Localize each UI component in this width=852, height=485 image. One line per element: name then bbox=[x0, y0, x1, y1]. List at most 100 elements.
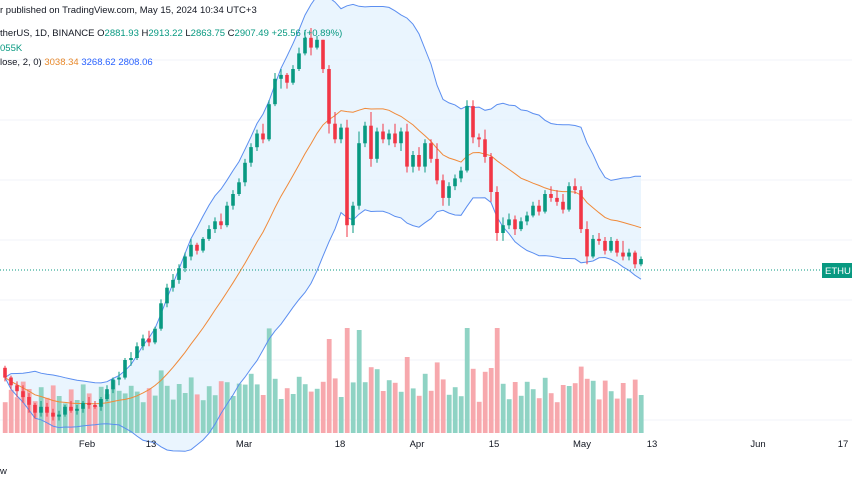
candle-body bbox=[423, 143, 427, 167]
candle-body bbox=[501, 225, 505, 233]
volume-bar bbox=[128, 385, 134, 433]
candle-body bbox=[129, 358, 133, 360]
volume-bar bbox=[362, 382, 368, 433]
volume-bar bbox=[626, 398, 632, 433]
bollinger-lower-band bbox=[4, 197, 642, 452]
volume-bar bbox=[326, 339, 332, 433]
candle-body bbox=[51, 412, 55, 417]
volume-bar bbox=[338, 397, 344, 433]
volume-bar bbox=[134, 391, 140, 433]
volume-bar bbox=[386, 380, 392, 433]
candle-body bbox=[357, 143, 361, 206]
candle-body bbox=[531, 205, 535, 216]
volume-bar bbox=[20, 381, 26, 433]
candle-body bbox=[189, 244, 193, 257]
candle-body bbox=[387, 133, 391, 140]
candle-body bbox=[249, 147, 253, 163]
volume-bar bbox=[404, 357, 410, 433]
volume-bar bbox=[332, 378, 338, 433]
volume-bar bbox=[188, 377, 194, 433]
candle-body bbox=[213, 221, 217, 230]
candle-body bbox=[69, 406, 73, 411]
candle-body bbox=[171, 279, 175, 288]
volume-bar bbox=[92, 405, 98, 433]
o-label: O bbox=[97, 28, 105, 39]
volume-bar bbox=[410, 388, 416, 433]
volume-bar bbox=[632, 379, 638, 433]
volume-bar bbox=[74, 400, 80, 433]
volume-bar bbox=[116, 390, 122, 433]
x-tick-label: Jun bbox=[750, 439, 765, 450]
candle-body bbox=[393, 133, 397, 144]
bollinger-upper-value: 3268.62 bbox=[81, 57, 116, 68]
volume-bar bbox=[356, 330, 362, 433]
candle-body bbox=[327, 69, 331, 124]
candle-body bbox=[441, 180, 445, 198]
volume-bar bbox=[416, 395, 422, 433]
candle-body bbox=[447, 186, 451, 198]
volume-bar bbox=[458, 396, 464, 433]
candle-body bbox=[291, 69, 295, 83]
volume-bar bbox=[302, 384, 308, 433]
candle-body bbox=[159, 303, 163, 329]
candle-body bbox=[363, 125, 367, 144]
volume-bar bbox=[446, 394, 452, 433]
volume-bar bbox=[272, 378, 278, 433]
candle-body bbox=[57, 414, 61, 417]
volume-bar bbox=[260, 395, 266, 433]
x-axis: Feb 13 Mar 18 Apr 15 May 13 Jun 17 bbox=[79, 439, 848, 450]
l-label: L bbox=[185, 28, 191, 39]
volume-bar bbox=[482, 371, 488, 433]
volume-value: 055K bbox=[0, 43, 23, 54]
candle-body bbox=[555, 197, 559, 202]
volume-bar bbox=[560, 385, 566, 433]
candle-body bbox=[573, 186, 577, 191]
published-text: r published on TradingView.com, May 15, … bbox=[0, 5, 257, 16]
candle-body bbox=[93, 404, 97, 407]
candle-body bbox=[435, 158, 439, 181]
candle-body bbox=[219, 221, 223, 226]
candle-body bbox=[459, 170, 463, 179]
candle-body bbox=[513, 219, 517, 230]
candle-body bbox=[285, 74, 289, 83]
volume-bar bbox=[620, 383, 626, 433]
candle-body bbox=[315, 39, 319, 48]
volume-bar bbox=[572, 383, 578, 433]
volume-bar bbox=[8, 389, 14, 433]
volume-bar bbox=[236, 383, 242, 433]
candle-body bbox=[519, 221, 523, 230]
volume-bar bbox=[248, 373, 254, 433]
volume-bar bbox=[62, 403, 68, 433]
volume-bar bbox=[428, 390, 434, 433]
candle-body bbox=[333, 123, 337, 140]
candle-body bbox=[207, 229, 211, 239]
volume-bar bbox=[392, 382, 398, 433]
candles bbox=[3, 28, 643, 421]
candle-body bbox=[3, 367, 7, 378]
volume-bar bbox=[488, 368, 494, 433]
volume-bar bbox=[596, 399, 602, 433]
volume-bar bbox=[290, 394, 296, 433]
volume-bar bbox=[146, 388, 152, 433]
candle-body bbox=[525, 215, 529, 222]
candle-body bbox=[15, 385, 19, 392]
candle-body bbox=[369, 125, 373, 159]
candle-body bbox=[273, 78, 277, 105]
volume-bar bbox=[254, 384, 260, 433]
volume-bar bbox=[602, 380, 608, 433]
volume-bar bbox=[440, 379, 446, 433]
candle-body bbox=[183, 256, 187, 269]
candle-body bbox=[639, 259, 643, 265]
volume-bar bbox=[476, 401, 482, 433]
volume-bar bbox=[308, 391, 314, 433]
candle-body bbox=[99, 399, 103, 407]
volume-bar bbox=[554, 402, 560, 433]
volume-bar bbox=[284, 388, 290, 433]
volume-bar bbox=[230, 396, 236, 433]
price-tag: ETHU bbox=[822, 263, 852, 278]
candle-body bbox=[633, 252, 637, 265]
candle-body bbox=[75, 408, 79, 411]
x-tick-label: 13 bbox=[146, 439, 157, 450]
